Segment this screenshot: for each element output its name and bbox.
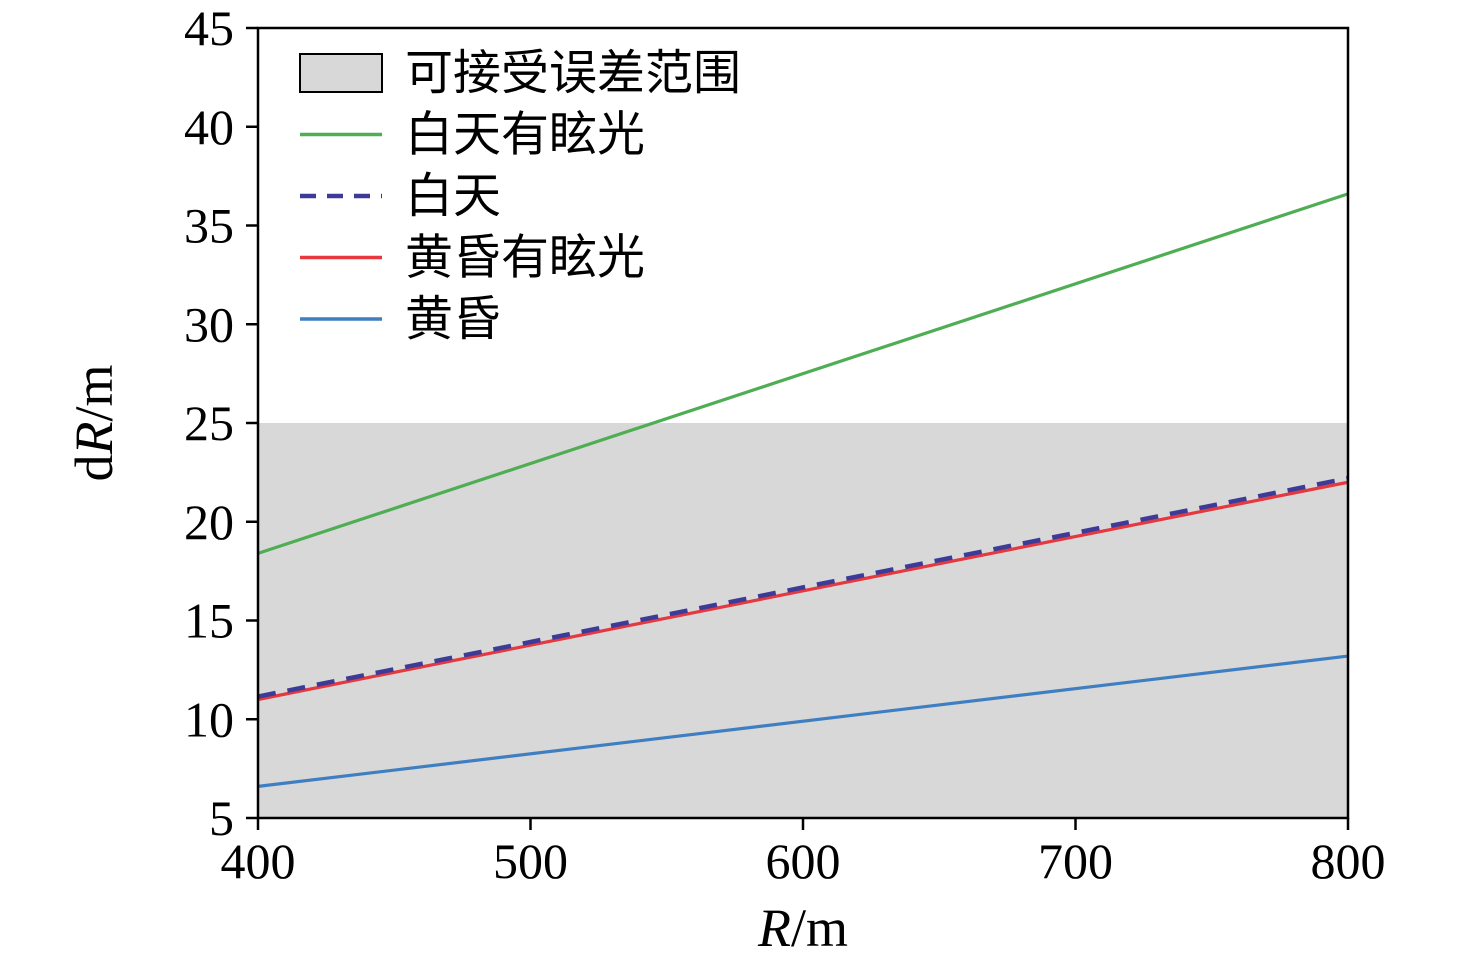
y-tick-label: 10 [184,691,234,747]
y-tick-label: 5 [209,790,234,846]
y-tick-label: 20 [184,494,234,550]
y-tick-label: 30 [184,296,234,352]
acceptable-error-band [258,423,1348,818]
legend-label: 黄昏 [405,293,501,346]
y-tick-label: 35 [184,198,234,254]
y-tick-label: 15 [184,593,234,649]
y-tick-label: 45 [184,0,234,56]
series-line-1 [257,476,1349,699]
legend-swatch-band [299,53,383,93]
legend-label: 白天有眩光 [405,109,645,162]
x-axis-label: R/m [757,898,848,958]
series-line-0 [257,192,1349,555]
x-tick-label: 700 [1038,833,1113,889]
legend-label: 可接受误差范围 [405,47,741,100]
legend-label: 黄昏有眩光 [405,232,645,285]
x-tick-label: 500 [493,833,568,889]
series-line-2 [257,480,1349,702]
y-tick-label: 40 [184,99,234,155]
y-axis-label: dR/m [64,364,124,481]
legend-label: 白天 [405,170,501,223]
y-tick-label: 25 [184,395,234,451]
series-line-3 [257,654,1349,788]
x-tick-label: 600 [766,833,841,889]
x-tick-label: 800 [1311,833,1386,889]
x-tick-label: 400 [221,833,296,889]
